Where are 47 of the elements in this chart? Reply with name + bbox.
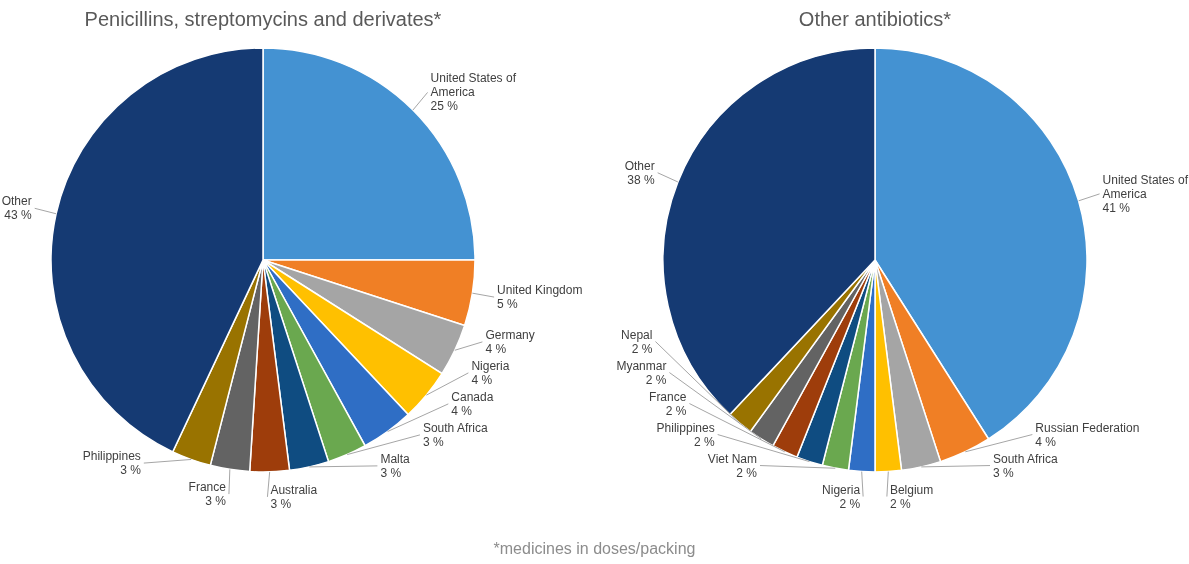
data-label: 3 % xyxy=(380,465,402,480)
data-label: 3 % xyxy=(270,496,292,511)
slice-label: France xyxy=(188,480,227,495)
slice-label: Canada xyxy=(451,389,494,404)
slice-label: Russian Federation xyxy=(1035,420,1140,435)
slice-label: South Africa xyxy=(422,420,488,435)
slice-label: Other xyxy=(1,194,32,209)
data-label: 41 % xyxy=(1102,200,1131,215)
data-label: 2 % xyxy=(693,434,715,449)
data-label: 2 % xyxy=(839,496,861,511)
slice-label: South Africa xyxy=(993,451,1059,466)
data-label: 3 % xyxy=(120,463,142,478)
data-label: 2 % xyxy=(631,341,653,356)
data-label: 25 % xyxy=(430,99,459,114)
slice-label: Australia xyxy=(270,482,318,497)
slice-label: Philippines xyxy=(656,420,715,435)
data-label: 3 % xyxy=(422,434,444,449)
data-label: 43 % xyxy=(4,208,33,223)
data-label: 3 % xyxy=(205,494,227,509)
data-label: 2 % xyxy=(736,465,758,480)
slice-label: Malta xyxy=(380,451,411,466)
data-label: 2 % xyxy=(665,403,687,418)
slice-label: United States of America xyxy=(1102,172,1189,201)
data-label: 2 % xyxy=(645,372,667,387)
slice-label: Philippines xyxy=(82,449,141,464)
data-label: 5 % xyxy=(497,297,519,312)
data-label: 4 % xyxy=(471,372,493,387)
data-label: 38 % xyxy=(627,172,655,187)
slice-label: Belgium xyxy=(889,482,934,497)
slice-label: United States of America xyxy=(430,71,517,100)
chart-title: Penicillins, streptomycins and derivates* xyxy=(84,8,442,30)
text: *medicines in doses/packing xyxy=(493,540,696,557)
slice-label: Viet Nam xyxy=(707,451,757,466)
chart-title: Other antibiotics* xyxy=(798,8,952,30)
slice-label: Myanmar xyxy=(616,358,667,373)
data-label: 3 % xyxy=(993,465,1015,480)
data-label: 4 % xyxy=(451,403,473,418)
data-label: 2 % xyxy=(889,496,911,511)
slice-label: Nepal xyxy=(621,327,653,342)
slice-label: United Kingdom xyxy=(497,283,583,298)
slice-label: Germany xyxy=(485,327,535,342)
data-label: 4 % xyxy=(485,341,507,356)
data-label: 4 % xyxy=(1035,434,1057,449)
slice-label: France xyxy=(649,389,687,404)
slice-label: Other xyxy=(624,158,655,173)
slice-label: Nigeria xyxy=(471,358,510,373)
slice-label: Nigeria xyxy=(822,482,861,497)
